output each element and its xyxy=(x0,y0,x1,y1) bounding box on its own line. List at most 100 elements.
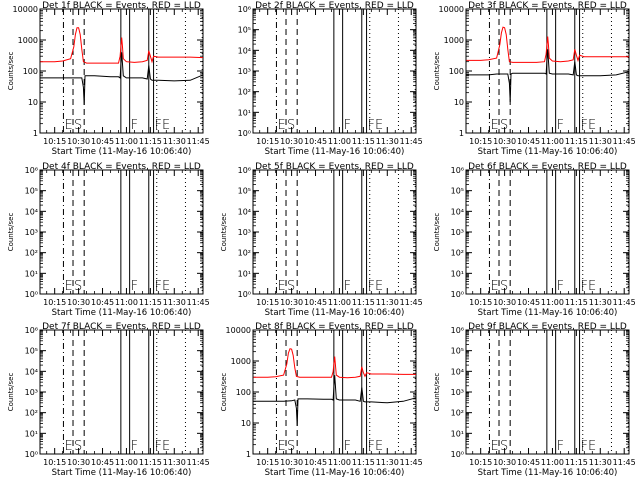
x-axis-label: Start Time (11-May-16 10:06:40) xyxy=(52,308,192,318)
y-tick-label: 10⁵ xyxy=(25,187,38,196)
plot-frame xyxy=(252,329,417,455)
marker-label: E xyxy=(64,118,72,133)
marker-label: F xyxy=(344,279,351,294)
y-tick-label: 1000 xyxy=(18,36,38,45)
y-tick-label: 10³ xyxy=(25,228,38,237)
x-tick-label: 11:00 xyxy=(115,298,138,307)
y-tick-label: 10⁴ xyxy=(451,207,464,216)
x-tick-label: 10:15 xyxy=(256,137,279,146)
series-events-line xyxy=(253,375,417,427)
marker-label: E xyxy=(490,118,498,133)
y-tick-label: 10⁴ xyxy=(451,367,464,376)
plot-frame xyxy=(252,8,417,134)
panel-det-2: Det 2f BLACK = Events, RED = LLD 10⁰ 10¹ 10… xyxy=(238,1,423,157)
y-tick-label: 10⁰ xyxy=(238,290,251,299)
y-tick-label: 10³ xyxy=(451,228,464,237)
panel-title: Det 1f BLACK = Events, RED = LLD xyxy=(42,1,201,11)
marker-label: F xyxy=(344,118,351,133)
x-tick-label: 11:00 xyxy=(541,458,564,467)
x-tick-label: 11:45 xyxy=(400,298,423,307)
marker-label: E xyxy=(490,279,498,294)
marker-label: S xyxy=(287,118,295,133)
x-tick-label: 11:45 xyxy=(187,458,210,467)
marker-label: F xyxy=(557,439,564,454)
x-tick-label: 11:45 xyxy=(187,298,210,307)
y-axis-label: Counts/sec xyxy=(220,373,228,412)
panel-title: Det 3f BLACK = Events, RED = LLD xyxy=(468,1,627,11)
panel-det-4: Det 4f BLACK = Events, RED = LLD 10⁰ 10¹ 10… xyxy=(7,162,210,318)
x-tick-label: 10:45 xyxy=(91,137,114,146)
panel-title: Det 5f BLACK = Events, RED = LLD xyxy=(255,162,414,172)
x-tick-label: 11:15 xyxy=(565,298,588,307)
x-tick-label: 10:15 xyxy=(469,298,492,307)
x-tick-label: 10:45 xyxy=(91,298,114,307)
y-axis-label: Counts/sec xyxy=(220,213,228,252)
panel-det-3: Det 3f BLACK = Events, RED = LLD 1 10 100 10… xyxy=(433,1,636,157)
x-tick-label: 10:15 xyxy=(43,458,66,467)
marker-label: FE xyxy=(581,118,597,133)
marker-label: S xyxy=(74,279,82,294)
x-tick-label: 10:30 xyxy=(67,298,90,307)
series-events-line xyxy=(40,52,204,106)
x-tick-label: 10:15 xyxy=(469,137,492,146)
y-tick-label: 10² xyxy=(451,249,464,258)
marker-label: F xyxy=(131,439,138,454)
x-axis-label: Start Time (11-May-16 10:06:40) xyxy=(478,468,618,478)
x-tick-label: 11:15 xyxy=(352,137,375,146)
x-tick-label: 11:15 xyxy=(139,137,162,146)
panel-det-1: Det 1f BLACK = Events, RED = LLD 1 10 100 10… xyxy=(7,1,210,157)
y-tick-label: 10000 xyxy=(13,5,38,14)
y-tick-label: 100 xyxy=(23,67,38,76)
x-tick-label: 11:15 xyxy=(352,458,375,467)
x-tick-label: 10:30 xyxy=(280,458,303,467)
marker-label: S xyxy=(500,279,508,294)
marker-label: E xyxy=(277,118,285,133)
y-tick-label: 100 xyxy=(236,388,251,397)
x-tick-label: 10:30 xyxy=(493,137,516,146)
x-axis-label: Start Time (11-May-16 10:06:40) xyxy=(478,147,618,157)
y-axis-label: Counts/sec xyxy=(7,52,15,91)
y-tick-label: 10⁰ xyxy=(25,290,38,299)
y-axis-label: Counts/sec xyxy=(433,52,441,91)
panel-title: Det 7f BLACK = Events, RED = LLD xyxy=(42,322,201,332)
x-axis-label: Start Time (11-May-16 10:06:40) xyxy=(478,308,618,318)
x-tick-label: 11:00 xyxy=(328,298,351,307)
y-tick-label: 10² xyxy=(451,409,464,418)
y-tick-label: 10² xyxy=(238,88,251,97)
marker-label: S xyxy=(287,279,295,294)
plot-frame xyxy=(39,329,204,455)
x-axis-label: Start Time (11-May-16 10:06:40) xyxy=(265,468,405,478)
x-tick-label: 11:30 xyxy=(376,137,399,146)
marker-label: F xyxy=(131,118,138,133)
y-tick-label: 10⁵ xyxy=(238,187,251,196)
plot-frame xyxy=(252,169,417,295)
y-tick-label: 10³ xyxy=(238,228,251,237)
plot-frame xyxy=(465,169,630,295)
marker-label: F xyxy=(557,118,564,133)
marker-label: FE xyxy=(155,118,171,133)
x-tick-label: 10:45 xyxy=(517,298,540,307)
x-axis-label: Start Time (11-May-16 10:06:40) xyxy=(265,147,405,157)
marker-label: S xyxy=(74,439,82,454)
x-tick-label: 11:45 xyxy=(613,137,636,146)
x-tick-label: 10:30 xyxy=(493,458,516,467)
marker-label: E xyxy=(277,439,285,454)
x-tick-label: 11:15 xyxy=(352,298,375,307)
marker-label: E xyxy=(277,279,285,294)
marker-label: S xyxy=(500,118,508,133)
y-tick-label: 10¹ xyxy=(451,429,464,438)
x-tick-label: 10:15 xyxy=(256,298,279,307)
y-tick-label: 1000 xyxy=(231,357,251,366)
x-tick-label: 10:45 xyxy=(304,458,327,467)
y-tick-label: 10¹ xyxy=(238,108,251,117)
y-tick-label: 10⁴ xyxy=(238,46,251,55)
panel-det-5: Det 5f BLACK = Events, RED = LLD 10⁰ 10¹ 10… xyxy=(220,162,423,318)
y-axis-label: Counts/sec xyxy=(433,373,441,412)
x-tick-label: 10:45 xyxy=(517,137,540,146)
marker-label: S xyxy=(74,118,82,133)
x-tick-label: 11:15 xyxy=(139,458,162,467)
series-lld-line xyxy=(253,348,416,379)
panel-title: Det 6f BLACK = Events, RED = LLD xyxy=(468,162,627,172)
x-tick-label: 11:30 xyxy=(163,298,186,307)
